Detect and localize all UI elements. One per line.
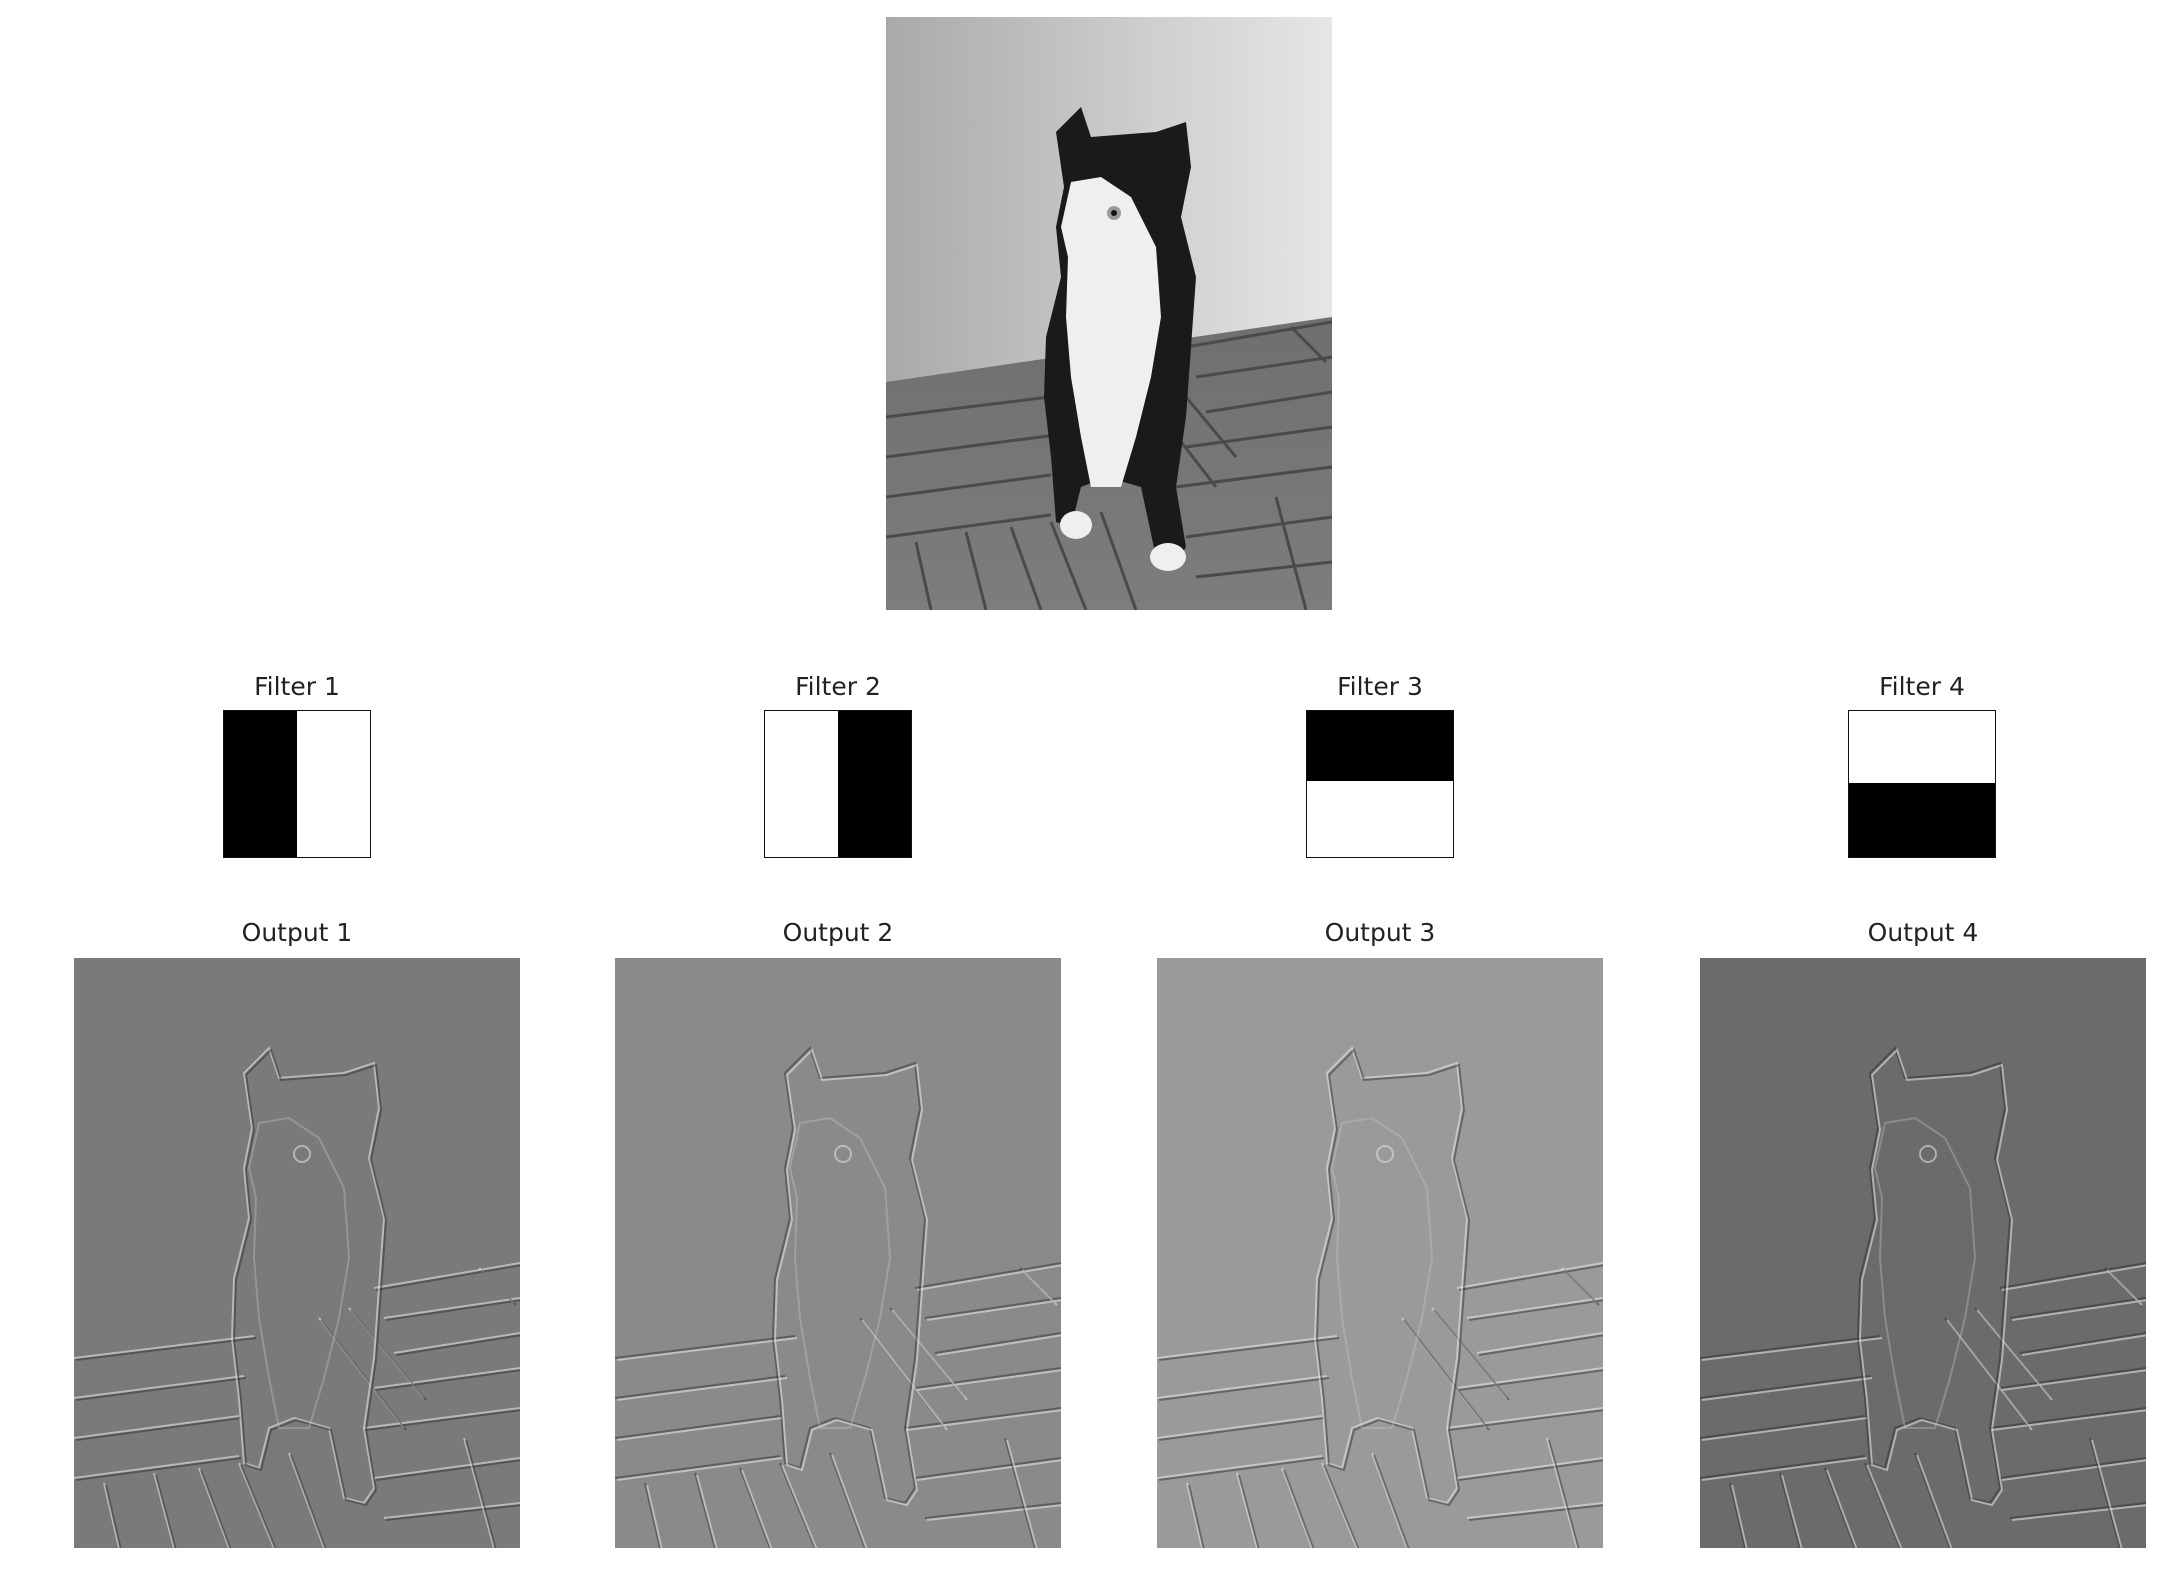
- filter-3-kernel: [1306, 710, 1454, 858]
- filter-4-title: Filter 4: [1879, 672, 1965, 701]
- output-3-image: [1157, 958, 1603, 1548]
- filter-3-title: Filter 3: [1337, 672, 1423, 701]
- output-3-title: Output 3: [1324, 918, 1436, 947]
- filter-2-title: Filter 2: [795, 672, 881, 701]
- output-2-title: Output 2: [782, 918, 894, 947]
- edge-map-icon: [1157, 958, 1603, 1548]
- filter-4-dark-half: [1849, 782, 1995, 857]
- output-2-image: [615, 958, 1061, 1548]
- output-1-image: [74, 958, 520, 1548]
- edge-map-icon: [615, 958, 1061, 1548]
- output-4-title: Output 4: [1867, 918, 1979, 947]
- filter-1-dark-half: [224, 711, 297, 857]
- filter-2-dark-half: [838, 711, 911, 857]
- filter-1-kernel: [223, 710, 371, 858]
- cat-photo-icon: [886, 17, 1332, 610]
- edge-map-icon: [1700, 958, 2146, 1548]
- output-1-title: Output 1: [241, 918, 353, 947]
- filter-4-kernel: [1848, 710, 1996, 858]
- filter-1-title: Filter 1: [254, 672, 340, 701]
- filter-3-dark-half: [1307, 711, 1453, 782]
- edge-map-icon: [74, 958, 520, 1548]
- filter-2-kernel: [764, 710, 912, 858]
- output-4-image: [1700, 958, 2146, 1548]
- input-cat-image: [886, 17, 1332, 610]
